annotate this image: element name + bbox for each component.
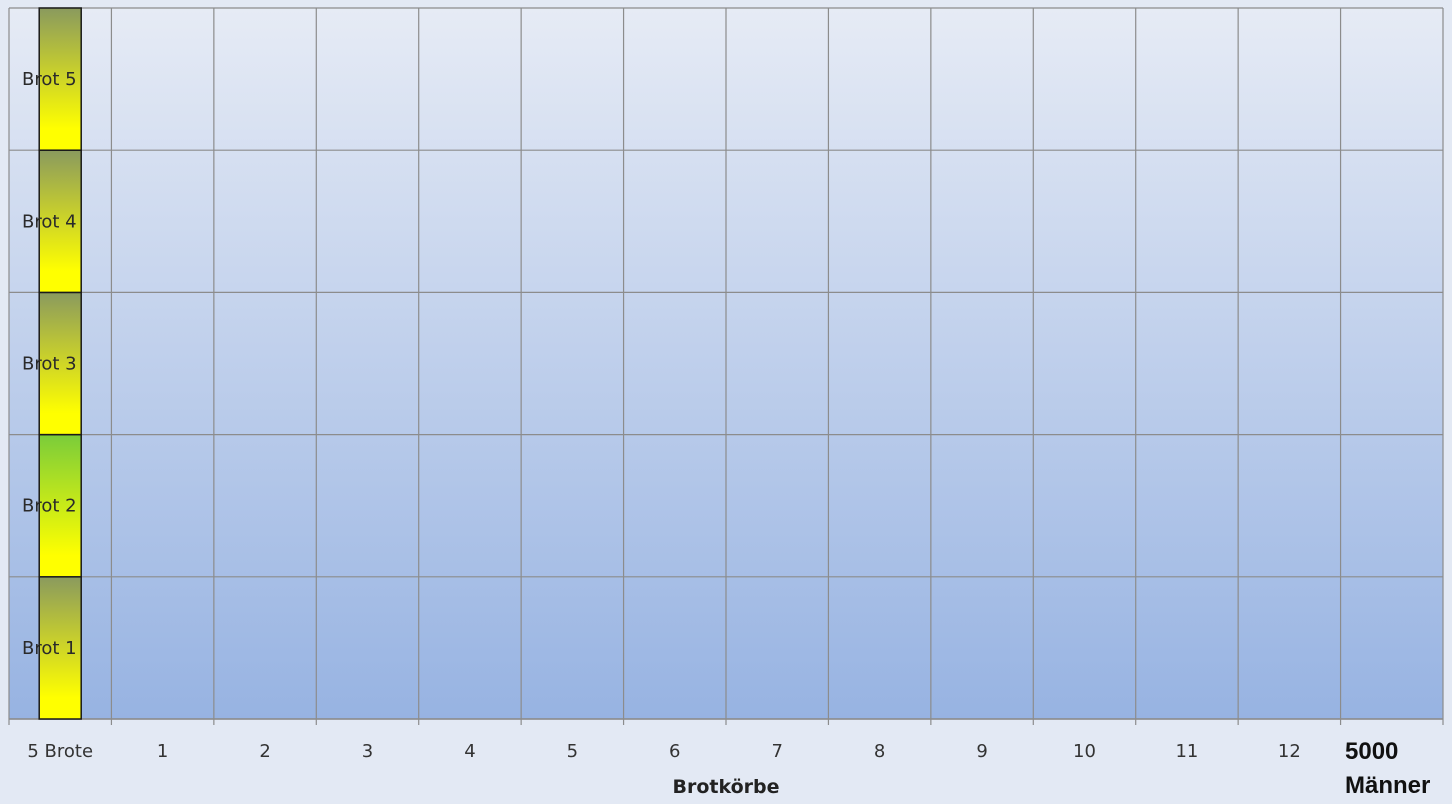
- x-tick-label: 7: [771, 741, 782, 762]
- bar-segment-label: Brot 1: [22, 638, 77, 659]
- corner-label-line-2: Männer: [1345, 772, 1431, 799]
- x-axis-title: Brotkörbe: [672, 776, 779, 798]
- bar-segment: [38, 7, 82, 151]
- x-tick-label: 5 Brote: [27, 741, 93, 762]
- x-tick-label: 4: [464, 741, 475, 762]
- bar-segment-label: Brot 2: [22, 496, 77, 517]
- x-tick-label: 8: [874, 741, 885, 762]
- x-tick-label: 1: [157, 741, 168, 762]
- x-tick-label: 6: [669, 741, 680, 762]
- x-tick-label: 3: [362, 741, 373, 762]
- x-tick-label: 11: [1175, 741, 1198, 762]
- bar-segment-label: Brot 4: [22, 211, 77, 232]
- x-tick-label: 5: [567, 741, 578, 762]
- x-tick-label: 12: [1278, 741, 1301, 762]
- x-tick-label: 10: [1073, 741, 1096, 762]
- bar-segment: [38, 576, 82, 720]
- corner-label: 5000 Männer: [1345, 735, 1452, 803]
- corner-label-line-1: 5000: [1345, 738, 1399, 765]
- bar-segment: [38, 433, 82, 578]
- x-tick-label: 2: [259, 741, 270, 762]
- bar-segment: [38, 149, 82, 294]
- bar-segment-label: Brot 3: [22, 354, 77, 375]
- bar-segment: [38, 291, 82, 436]
- bar-segment-label: Brot 5: [22, 69, 77, 90]
- x-tick-label: 9: [976, 741, 987, 762]
